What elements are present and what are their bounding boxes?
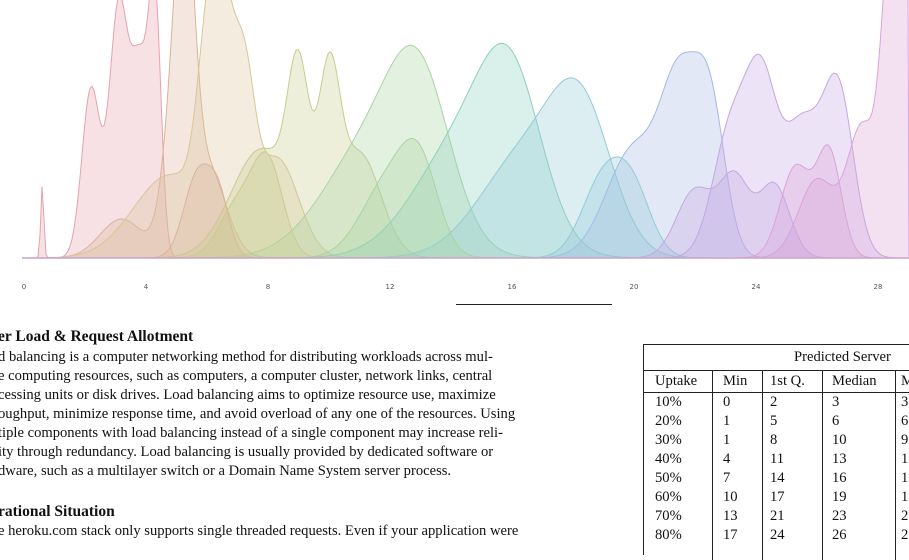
table-cell: 16 [832,470,847,486]
table-header-cell: 1st Q. [770,373,805,389]
density-areas [22,0,909,259]
x-tick-label: 4 [144,283,149,291]
table-cell: 20% [655,413,682,429]
table-cell: 4 [723,451,731,467]
paragraph-line: dware, such as a multilayer switch or a … [0,463,452,479]
x-tick-label: 12 [386,283,395,291]
paragraph-line: d balancing is a computer networking met… [0,349,493,365]
section-paragraph-load: d balancing is a computer networking met… [0,348,605,481]
x-tick-label: 8 [266,283,270,291]
x-axis-ticks: 0 4 8 12 16 20 24 28 [22,283,883,291]
table-cell: 30% [655,432,682,448]
table-cell: 2 [901,508,909,524]
table-cell: 80% [655,527,682,543]
table-cell: 3 [832,394,840,410]
table-rule-top [644,370,909,371]
x-tick-label: 20 [630,283,639,291]
table-cell: 1 [723,413,731,429]
table-cell: 1 [901,489,909,505]
density-chart: 0 4 8 12 16 20 24 28 [22,0,909,291]
paragraph-line: ity through redundancy. Load balancing i… [0,444,494,460]
table-header-cell: Min [723,373,748,389]
table-cell: 8 [770,432,778,448]
x-tick-label: 0 [22,283,26,291]
table-col-divider [712,370,713,560]
table-header-cell: M [901,373,909,389]
x-tick-label: 16 [508,283,517,291]
table-cell: 2 [901,527,909,543]
table-cell: 9 [901,432,909,448]
section-paragraph-operational: e heroku.com stack only supports single … [0,522,605,541]
table-cell: 1 [723,432,731,448]
section-heading-load: er Load & Request Allotment [0,328,194,345]
table-cell: 1 [901,451,909,467]
section-heading-operational: rational Situation [0,503,115,520]
paragraph-line: e heroku.com stack only supports single … [0,523,519,539]
table-rule-header [644,392,909,393]
table-cell: 13 [723,508,738,524]
paragraph-line: tiple components with load balancing ins… [0,425,503,441]
table-cell: 5 [770,413,778,429]
x-tick-label: 24 [752,283,761,291]
table-cell: 17 [723,527,738,543]
table-cell: 70% [655,508,682,524]
server-prediction-table: Predicted Server Uptake Min 1st Q. Median M 1… [643,344,909,560]
chart-caption-rule [456,304,612,305]
table-cell: 19 [832,489,847,505]
table-cell: 3 [901,394,909,410]
paragraph-line: oughput, minimize response time, and avo… [0,406,516,422]
table-col-divider [822,370,823,560]
table-cell: 50% [655,470,682,486]
table-cell: 14 [770,470,785,486]
table-cell: 10% [655,394,682,410]
table-cell: 10 [723,489,738,505]
table-cell: 23 [832,508,847,524]
table-caption: Predicted Server [794,349,891,365]
table-cell: 10 [832,432,847,448]
table-cell: 0 [723,394,731,410]
table-cell: 6 [901,413,909,429]
table-cell: 7 [723,470,731,486]
table-cell: 40% [655,451,682,467]
table-cell: 24 [770,527,785,543]
table-cell: 17 [770,489,785,505]
table-cell: 21 [770,508,785,524]
table-cell: 13 [832,451,847,467]
paragraph-line: e computing resources, such as computers… [0,368,493,384]
table-cell: 26 [832,527,847,543]
table-header-cell: Median [832,373,877,389]
table-cell: 6 [832,413,840,429]
table-col-divider [895,370,896,560]
x-tick-label: 28 [874,283,883,291]
table-cell: 1 [901,470,909,486]
table-header-cell: Uptake [655,373,698,389]
table-cell: 11 [770,451,785,467]
table-col-divider [762,370,763,560]
table-cell: 60% [655,489,682,505]
paragraph-line: cessing units or disk drives. Load balan… [0,387,496,403]
table-cell: 2 [770,394,778,410]
